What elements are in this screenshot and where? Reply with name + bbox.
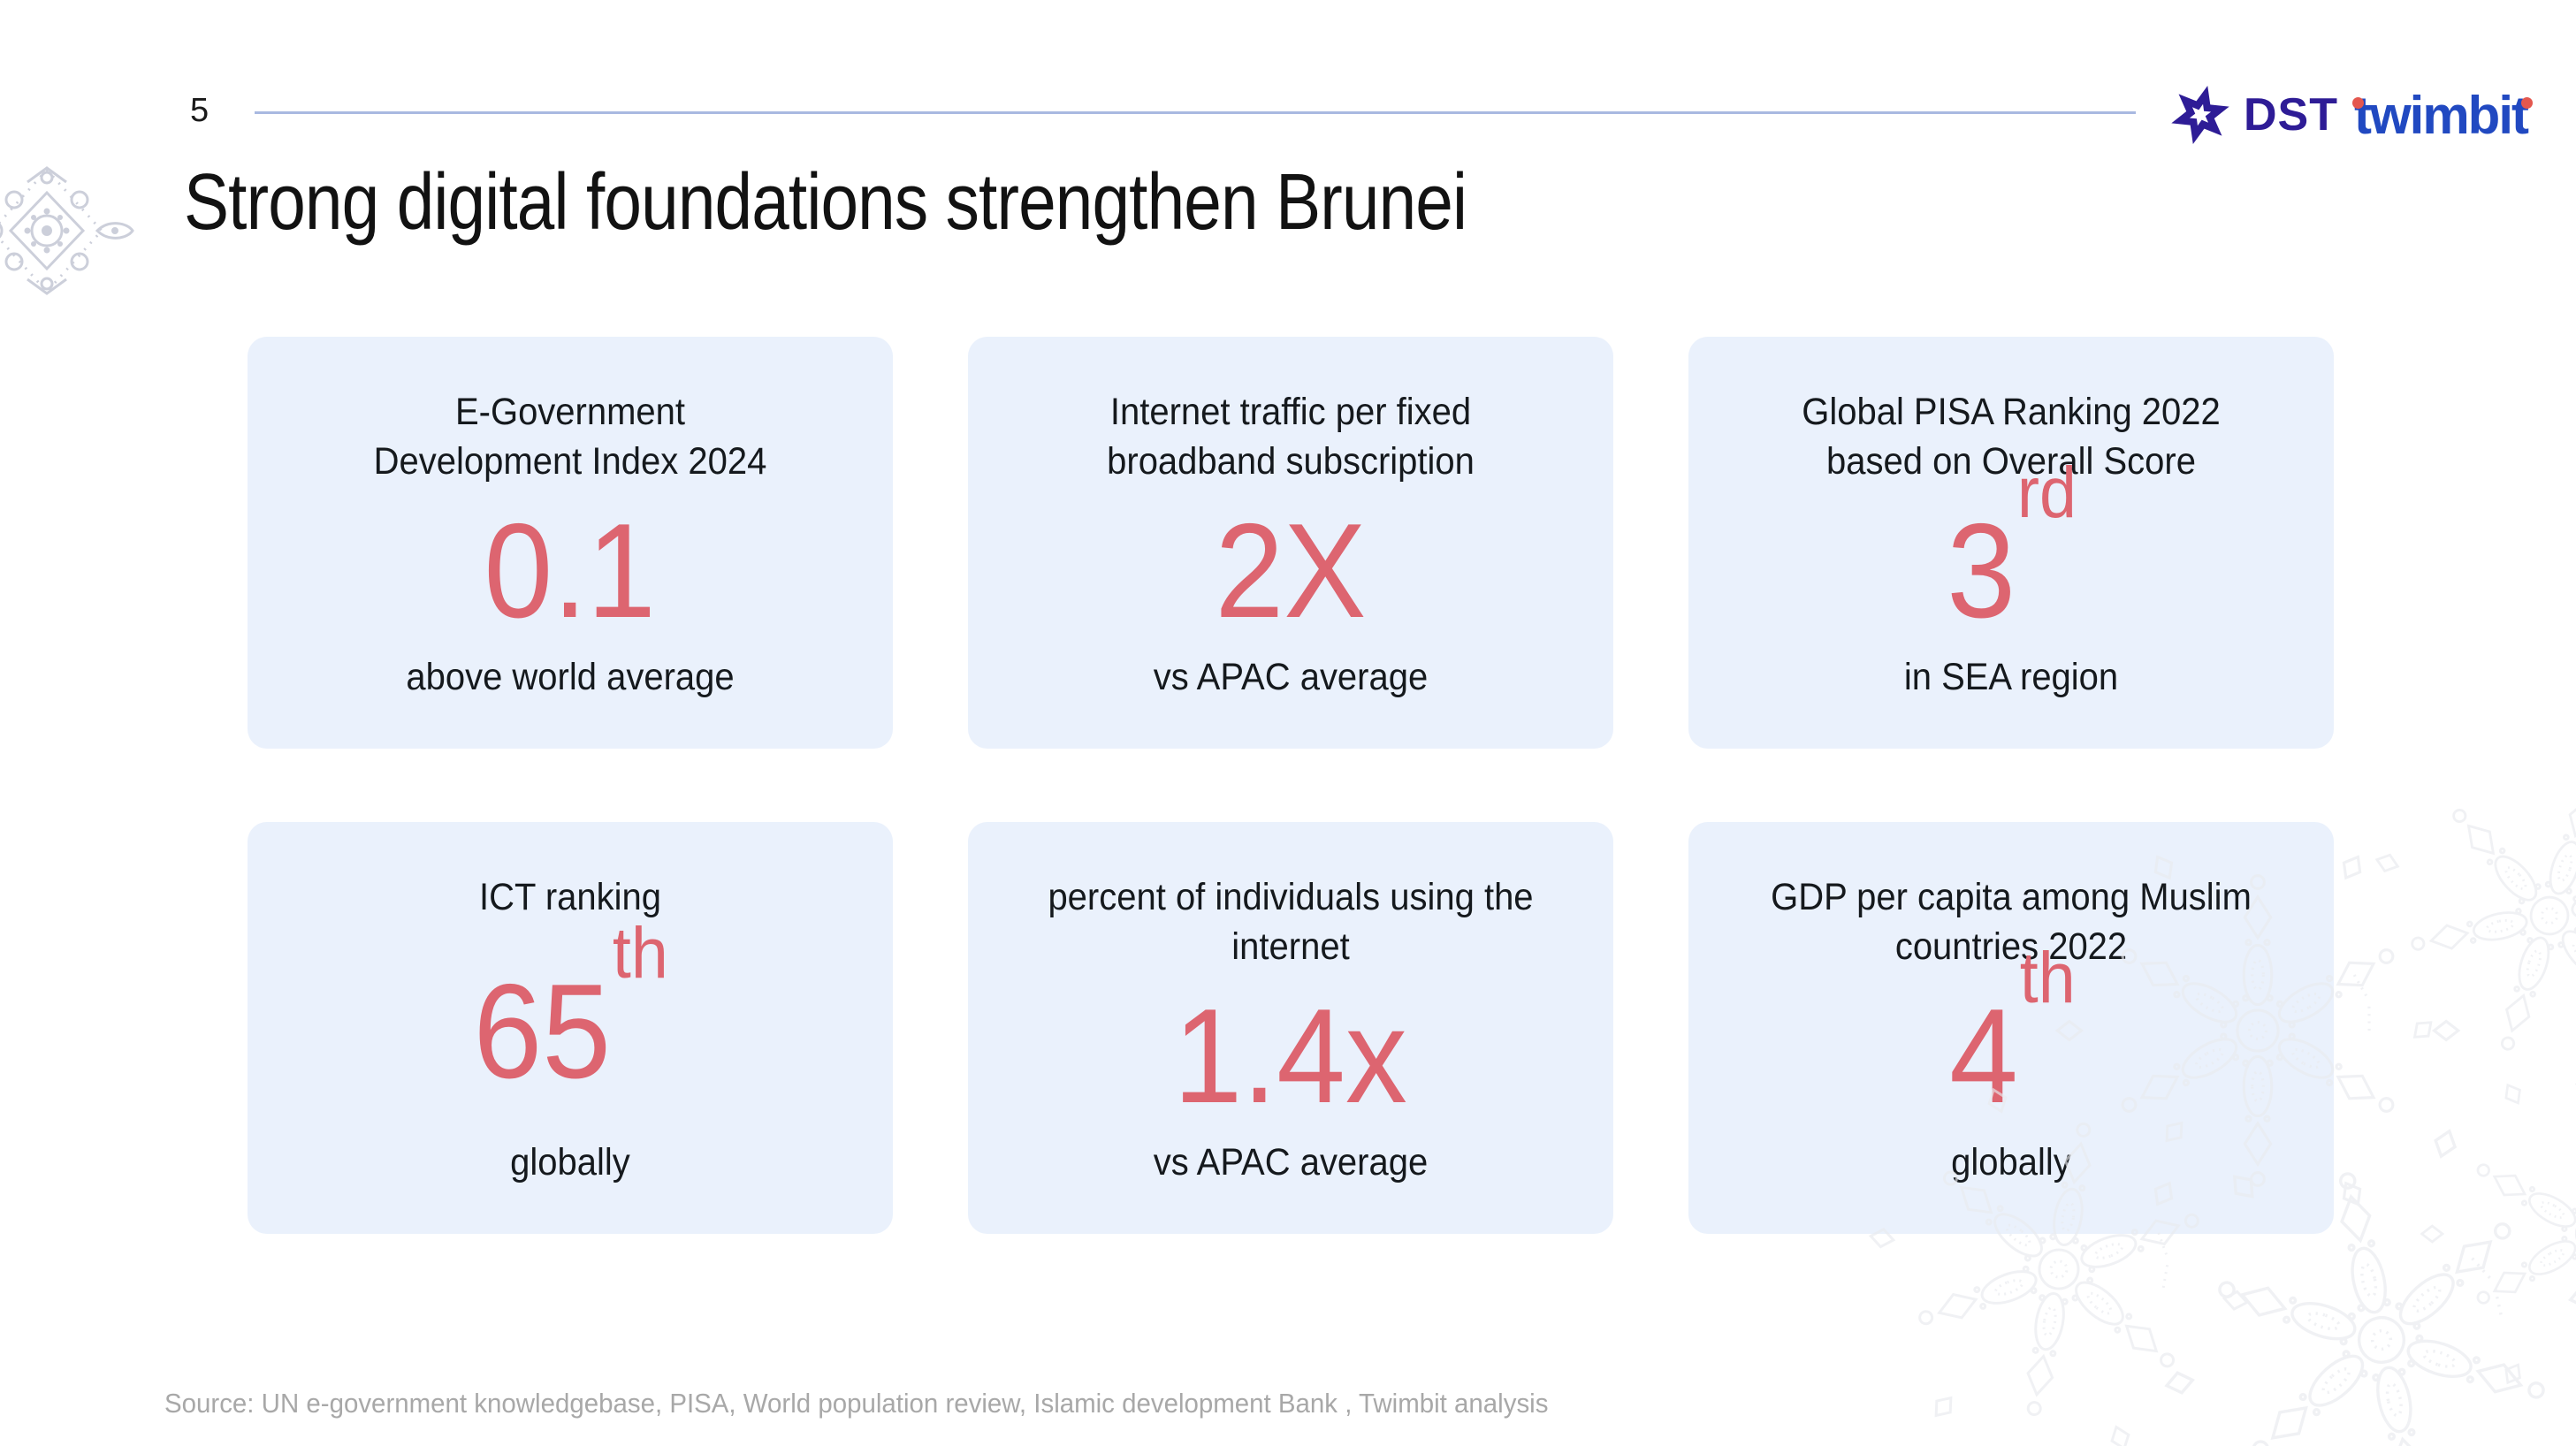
page-number: 5 xyxy=(190,92,210,129)
stat-card-value: 2X xyxy=(1215,496,1367,647)
stat-card-ict-ranking: ICT ranking 65th globally xyxy=(248,822,893,1234)
stat-card-caption: in SEA region xyxy=(1903,656,2119,698)
stat-card-value: 4th xyxy=(1948,937,2076,1132)
stat-card-label: GDP per capita among Muslim countries 20… xyxy=(1771,876,2252,968)
stat-card-value-suffix: th xyxy=(2019,937,2076,1018)
dst-logo: DST xyxy=(2168,80,2338,150)
stat-card-caption: globally xyxy=(1951,1141,2071,1183)
stat-card-label: Global PISA Ranking 2022 based on Overal… xyxy=(1802,391,2221,483)
stat-card-label: percent of individuals using the interne… xyxy=(1048,876,1534,968)
stat-card-value: 1.4x xyxy=(1173,981,1408,1132)
stat-card-label: Internet traffic per fixed broadband sub… xyxy=(1107,391,1475,483)
stat-card-caption: above world average xyxy=(406,656,735,698)
stat-card-internet-traffic: Internet traffic per fixed broadband sub… xyxy=(968,337,1613,749)
stat-card-caption: vs APAC average xyxy=(1153,656,1429,698)
stat-card-value: 0.1 xyxy=(484,496,657,647)
logo-row: DST twimbit xyxy=(2168,78,2533,152)
stat-card-value-suffix: rd xyxy=(2017,452,2077,533)
dst-logo-text: DST xyxy=(2244,89,2338,141)
stat-card-internet-users: percent of individuals using the interne… xyxy=(968,822,1613,1234)
stat-card-caption: globally xyxy=(510,1141,630,1183)
header-divider xyxy=(255,111,2136,114)
twimbit-dot-icon xyxy=(2520,96,2533,109)
stat-card-label: ICT ranking xyxy=(479,876,661,918)
stat-card-value: 65th xyxy=(473,912,669,1107)
stat-card-value: 3rd xyxy=(1947,452,2077,647)
twimbit-dot-icon xyxy=(2352,96,2364,109)
stats-grid: E-Government Development Index 2024 0.1 … xyxy=(248,337,2334,1234)
slide-title: Strong digital foundations strengthen Br… xyxy=(184,158,1467,247)
stat-card-egov-index: E-Government Development Index 2024 0.1 … xyxy=(248,337,893,749)
twimbit-logo: twimbit xyxy=(2352,85,2533,146)
stat-card-value-suffix: th xyxy=(613,912,669,993)
stat-card-gdp-per-capita: GDP per capita among Muslim countries 20… xyxy=(1688,822,2334,1234)
source-note: Source: UN e-government knowledgebase, P… xyxy=(164,1388,1549,1419)
songket-ornament-icon xyxy=(0,166,134,295)
stat-card-label: E-Government Development Index 2024 xyxy=(373,391,767,483)
dst-star-icon xyxy=(2171,85,2229,145)
stat-card-pisa-ranking: Global PISA Ranking 2022 based on Overal… xyxy=(1688,337,2334,749)
twimbit-logo-text: twimbit xyxy=(2354,85,2529,145)
stat-card-caption: vs APAC average xyxy=(1153,1141,1429,1183)
